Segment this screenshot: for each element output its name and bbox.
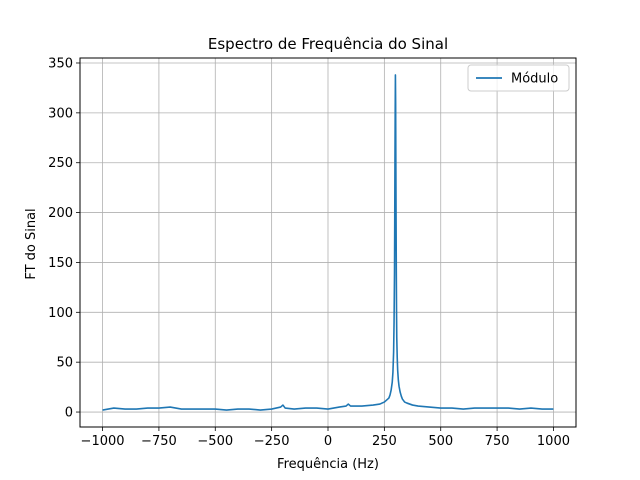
legend-label: Módulo bbox=[511, 72, 558, 87]
y-tick-label: 50 bbox=[56, 356, 73, 371]
x-tick-label: −500 bbox=[197, 434, 233, 449]
x-tick-label: 1000 bbox=[537, 434, 570, 449]
legend: Módulo bbox=[467, 64, 570, 92]
x-axis: −1000 −750 −500 −250 0 250 500 750 1000 bbox=[81, 427, 570, 449]
x-tick-label: 500 bbox=[428, 434, 453, 449]
x-tick-label: −750 bbox=[141, 434, 177, 449]
y-tick-label: 250 bbox=[48, 156, 73, 171]
y-axis: 0 50 100 150 200 250 300 350 bbox=[48, 56, 80, 421]
y-tick-label: 200 bbox=[48, 206, 73, 221]
y-axis-label: FT do Sinal bbox=[24, 208, 39, 279]
chart-title: Espectro de Frequência do Sinal bbox=[208, 35, 448, 53]
x-tick-label: 750 bbox=[485, 434, 510, 449]
plot-area bbox=[102, 74, 554, 411]
x-tick-label: −250 bbox=[254, 434, 290, 449]
legend-box bbox=[467, 64, 570, 92]
x-tick-label: 250 bbox=[372, 434, 397, 449]
y-tick-label: 300 bbox=[48, 106, 73, 121]
y-tick-label: 150 bbox=[48, 256, 73, 271]
y-tick-label: 0 bbox=[65, 406, 73, 421]
y-tick-label: 100 bbox=[48, 306, 73, 321]
series-line bbox=[102, 74, 554, 411]
x-tick-label: −1000 bbox=[81, 434, 125, 449]
x-axis-label: Frequência (Hz) bbox=[277, 457, 379, 472]
grid bbox=[80, 58, 576, 427]
y-tick-label: 350 bbox=[48, 56, 73, 71]
x-tick-label: 0 bbox=[324, 434, 332, 449]
